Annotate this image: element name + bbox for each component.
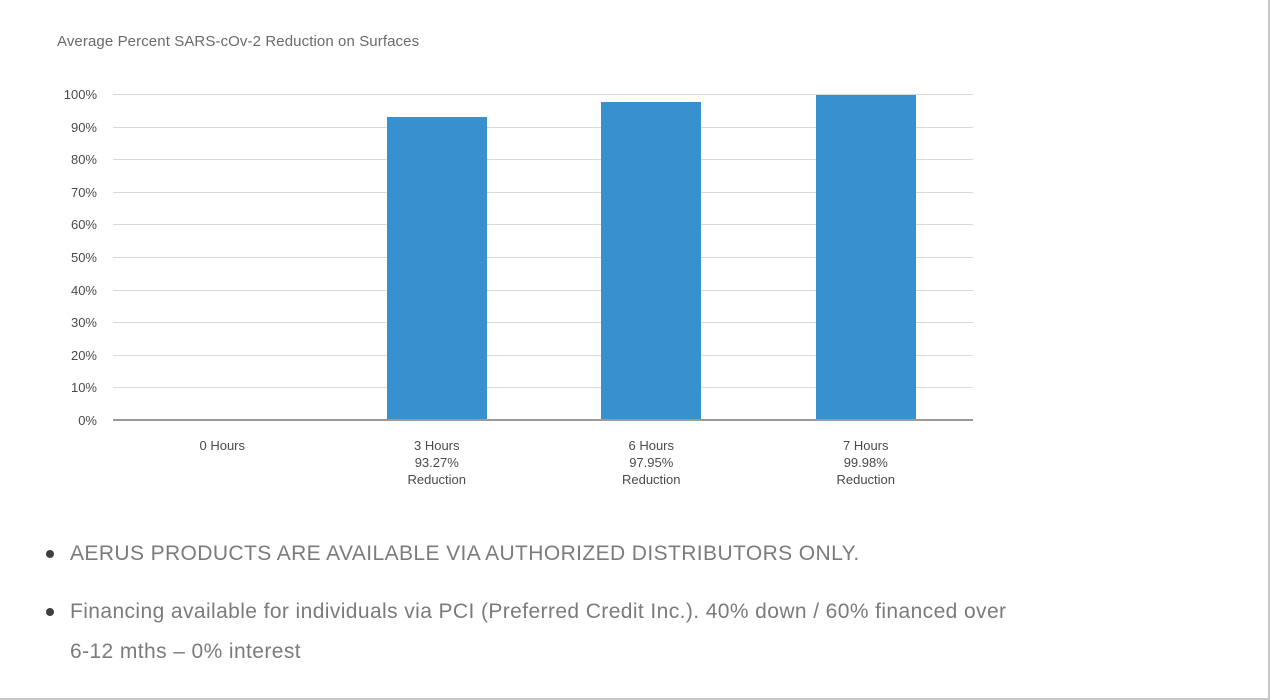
y-tick-label: 0%	[78, 413, 97, 428]
y-tick-label: 40%	[70, 282, 97, 298]
bullet-list: AERUS PRODUCTS ARE AVAILABLE VIA AUTHORI…	[44, 534, 1229, 690]
x-tick-label: 0 Hours	[199, 438, 246, 453]
gridline	[113, 354, 973, 356]
gridline	[113, 191, 973, 193]
y-tick-label: 90%	[70, 119, 97, 135]
gridline	[113, 224, 973, 226]
gridline	[113, 257, 973, 258]
y-tick-label: 80%	[70, 152, 97, 168]
y-tick-label: 60%	[70, 217, 97, 233]
x-axis-labels: 0 Hours 3 Hours 93.27% Reduction 6 Hours 97.9…	[115, 437, 973, 488]
x-axis-line	[113, 419, 973, 421]
y-tick-label: 100%	[63, 87, 97, 102]
bar	[386, 116, 487, 421]
y-tick-label: 50%	[70, 250, 97, 265]
bar	[601, 101, 702, 421]
gridline	[113, 126, 973, 128]
y-tick-label: 30%	[70, 315, 97, 331]
chart-title: Average Percent SARS-cOv-2 Reduction on …	[57, 33, 420, 50]
x-tick-label: 3 Hours 93.27% Reduction	[407, 438, 467, 487]
plot-area	[113, 94, 973, 421]
y-axis-labels: 0% 10% 20% 30% 40% 50% 60% 70% 80% 90% 100%	[50, 87, 105, 428]
bar-column	[330, 95, 545, 421]
gridline	[113, 322, 973, 324]
y-tick-label: 10%	[70, 380, 97, 396]
y-tick-label: 70%	[70, 184, 97, 200]
x-tick-label: 6 Hours 97.95% Reduction	[621, 438, 681, 487]
gridline	[113, 289, 973, 291]
bullet-item: AERUS PRODUCTS ARE AVAILABLE VIA AUTHORI…	[44, 534, 1229, 574]
bar-column	[759, 95, 974, 421]
gridline	[113, 94, 973, 95]
y-tick-label: 20%	[70, 347, 97, 363]
bar	[815, 95, 916, 421]
gridline	[113, 159, 973, 161]
bar-column	[544, 95, 759, 421]
bars-row	[115, 95, 973, 421]
bar-column	[115, 95, 330, 421]
gridline	[113, 387, 973, 389]
bullet-item: Financing available for individuals via …	[44, 592, 1229, 672]
x-tick-label: 7 Hours 99.98% Reduction	[836, 438, 896, 487]
